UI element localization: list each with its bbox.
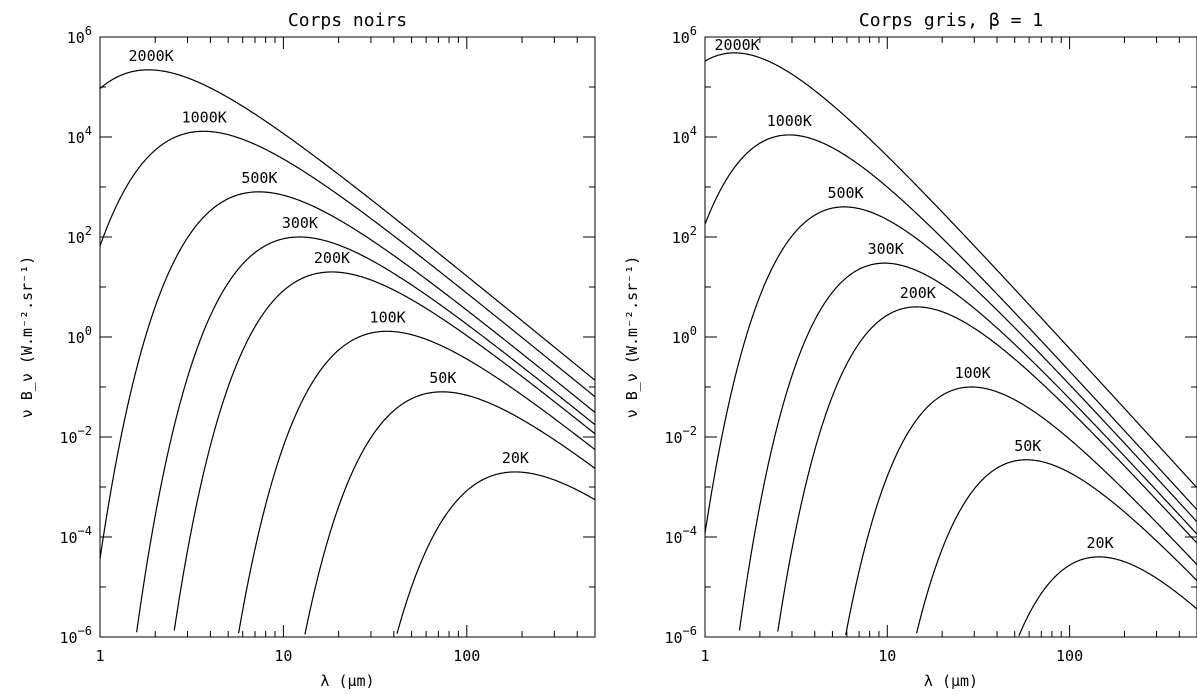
- series-line: [99, 130, 596, 398]
- series-line: [915, 459, 1197, 634]
- x-tick-label: 100: [1056, 647, 1083, 665]
- series-label: 2000K: [715, 36, 760, 54]
- series-line: [99, 69, 596, 381]
- x-tick-label: 1: [95, 647, 104, 665]
- y-tick-label-exponent: −2: [78, 424, 92, 438]
- y-tick-label-base: 10: [664, 529, 682, 547]
- y-tick-label: 106: [672, 24, 697, 47]
- x-axis-label: λ (μm): [320, 672, 374, 690]
- y-tick-label: 100: [67, 324, 92, 347]
- y-tick-label-exponent: −4: [78, 524, 92, 538]
- series-label: 200K: [314, 249, 350, 267]
- series-label: 100K: [955, 364, 991, 382]
- x-axis-label: λ (μm): [924, 672, 978, 690]
- series-line: [704, 206, 1197, 534]
- y-tick-label: 10−6: [59, 624, 92, 647]
- series-line: [396, 471, 596, 634]
- y-tick-label-exponent: −4: [683, 524, 697, 538]
- y-tick-label: 104: [67, 124, 92, 147]
- series-line: [704, 134, 1197, 511]
- y-tick-label: 10−6: [664, 624, 697, 647]
- series-label: 50K: [429, 369, 456, 387]
- series-line: [777, 306, 1197, 632]
- y-tick-label: 102: [672, 224, 697, 247]
- y-tick-label-base: 10: [67, 229, 85, 247]
- y-tick-label: 10−4: [664, 524, 697, 547]
- y-tick-label-exponent: 2: [690, 224, 697, 238]
- series-label: 20K: [502, 449, 529, 467]
- y-axis-label: ν B_ν (W.m⁻².sr⁻¹): [623, 256, 641, 419]
- y-tick-label-base: 10: [672, 129, 690, 147]
- y-tick-label: 100: [672, 324, 697, 347]
- y-tick-label-base: 10: [67, 29, 85, 47]
- series-label: 500K: [241, 169, 277, 187]
- series-line: [173, 271, 596, 631]
- series-label: 20K: [1087, 534, 1114, 552]
- y-axis-label: ν B_ν (W.m⁻².sr⁻¹): [18, 256, 36, 419]
- series-label: 50K: [1014, 437, 1041, 455]
- series-line: [704, 52, 1197, 489]
- series-label: 1000K: [767, 112, 812, 130]
- series-label: 500K: [827, 184, 863, 202]
- series-line: [304, 391, 596, 635]
- y-tick-label: 10−4: [59, 524, 92, 547]
- x-tick-label: 10: [878, 647, 896, 665]
- y-tick-label-exponent: 6: [690, 24, 697, 38]
- y-tick-label-exponent: 2: [85, 224, 92, 238]
- chart-title: Corps gris, β = 1: [859, 10, 1043, 31]
- y-tick-label-base: 10: [59, 429, 77, 447]
- y-tick-label: 102: [67, 224, 92, 247]
- y-tick-label-base: 10: [664, 629, 682, 647]
- y-tick-label-exponent: 4: [690, 124, 697, 138]
- y-tick-label-exponent: 0: [690, 324, 697, 338]
- y-tick-label-exponent: −6: [78, 624, 92, 638]
- y-tick-label-exponent: −2: [683, 424, 697, 438]
- chart-title: Corps noirs: [288, 10, 407, 31]
- series-label: 1000K: [182, 108, 227, 126]
- series-line: [738, 262, 1197, 631]
- y-tick-label: 104: [672, 124, 697, 147]
- y-tick-label: 106: [67, 24, 92, 47]
- y-tick-label-exponent: 0: [85, 324, 92, 338]
- y-tick-label-exponent: 6: [85, 24, 92, 38]
- y-tick-label-base: 10: [672, 229, 690, 247]
- y-tick-label-base: 10: [664, 429, 682, 447]
- series-line: [1018, 556, 1197, 637]
- series-line: [238, 330, 596, 634]
- x-tick-label: 10: [274, 647, 292, 665]
- series-label: 300K: [282, 214, 318, 232]
- y-tick-label-base: 10: [67, 129, 85, 147]
- y-tick-label-exponent: −6: [683, 624, 697, 638]
- series-label: 200K: [900, 284, 936, 302]
- series-line: [845, 386, 1197, 636]
- y-tick-label-base: 10: [67, 329, 85, 347]
- series-line: [136, 236, 596, 633]
- y-tick-label-base: 10: [59, 629, 77, 647]
- series-label: 100K: [370, 308, 406, 326]
- y-tick-label-base: 10: [672, 329, 690, 347]
- series-label: 300K: [868, 240, 904, 258]
- series-line: [99, 191, 596, 559]
- y-tick-label: 10−2: [664, 424, 697, 447]
- x-tick-label: 100: [453, 647, 480, 665]
- y-tick-label: 10−2: [59, 424, 92, 447]
- y-tick-label-exponent: 4: [85, 124, 92, 138]
- y-tick-label-base: 10: [672, 29, 690, 47]
- x-tick-label: 1: [700, 647, 709, 665]
- y-tick-label-base: 10: [59, 529, 77, 547]
- series-label: 2000K: [129, 47, 174, 65]
